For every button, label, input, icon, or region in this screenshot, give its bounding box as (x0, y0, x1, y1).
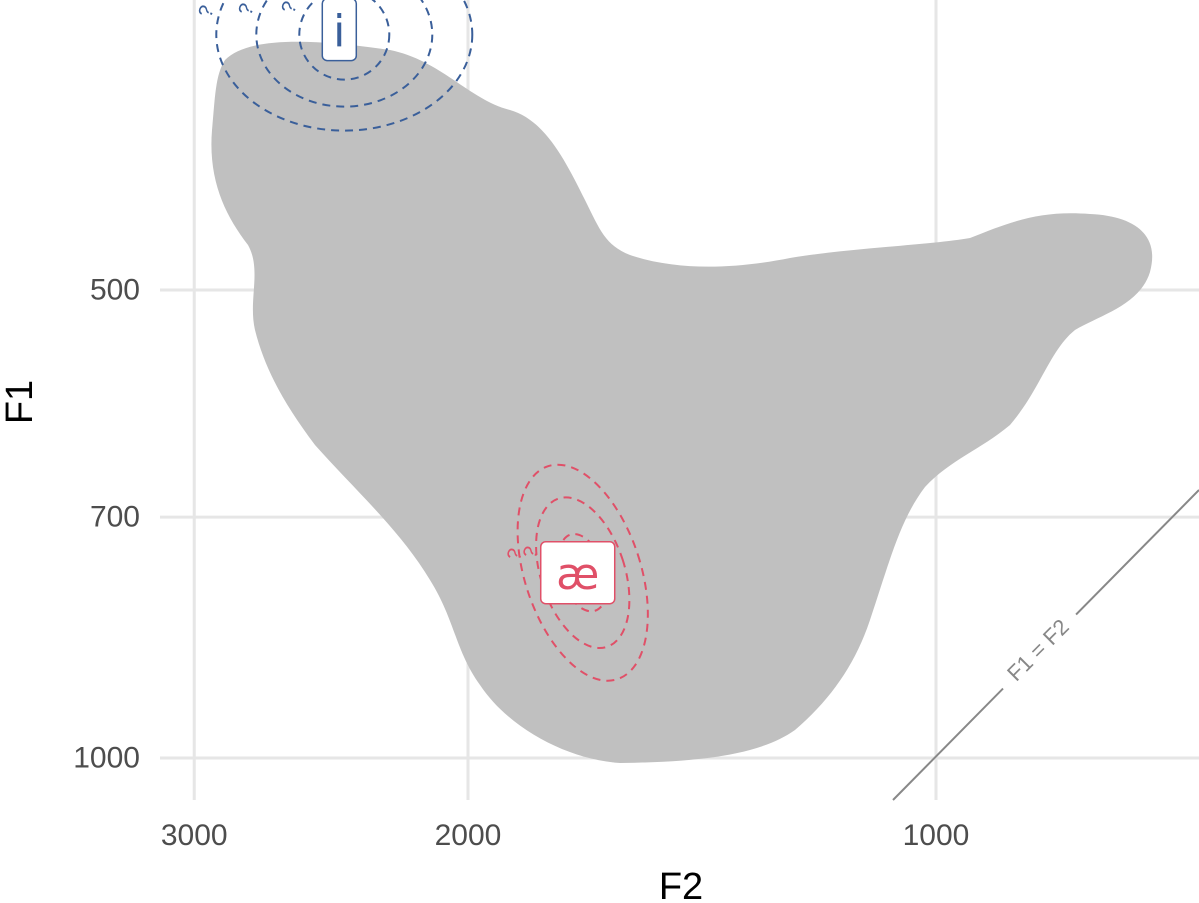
axis-ticks: 3000 2000 1000 500 700 1000 (73, 274, 969, 853)
y-tick-label: 1000 (73, 742, 140, 775)
contour-level-label: ? (234, 1, 258, 19)
y-tick-label: 500 (90, 274, 140, 307)
density-contour (215, 0, 474, 132)
contour-level-label: ? (194, 3, 218, 21)
vowel-space-region (211, 41, 1153, 764)
y-tick-label: 700 (90, 501, 140, 534)
density-contour (255, 0, 434, 108)
x-axis-title: F2 (659, 866, 703, 903)
ref-label-bg (991, 603, 1085, 697)
density-contour (516, 463, 649, 682)
density-contour (535, 496, 631, 650)
x-tick-label: 3000 (161, 819, 228, 852)
vowel-labels: iæ (321, 0, 616, 605)
vowel-label-box (321, 0, 358, 62)
contour-level-label: ? (277, 0, 301, 17)
vowel-label: æ (556, 549, 599, 600)
x-tick-label: 2000 (435, 819, 502, 852)
density-contour (298, 0, 391, 81)
y-axis-title: F1 (0, 380, 41, 424)
ref-line-label: F1 = F2 (1002, 614, 1074, 686)
vowel-label-box (539, 540, 616, 605)
vowel-label: i (333, 6, 345, 57)
x-tick-label: 1000 (903, 819, 970, 852)
